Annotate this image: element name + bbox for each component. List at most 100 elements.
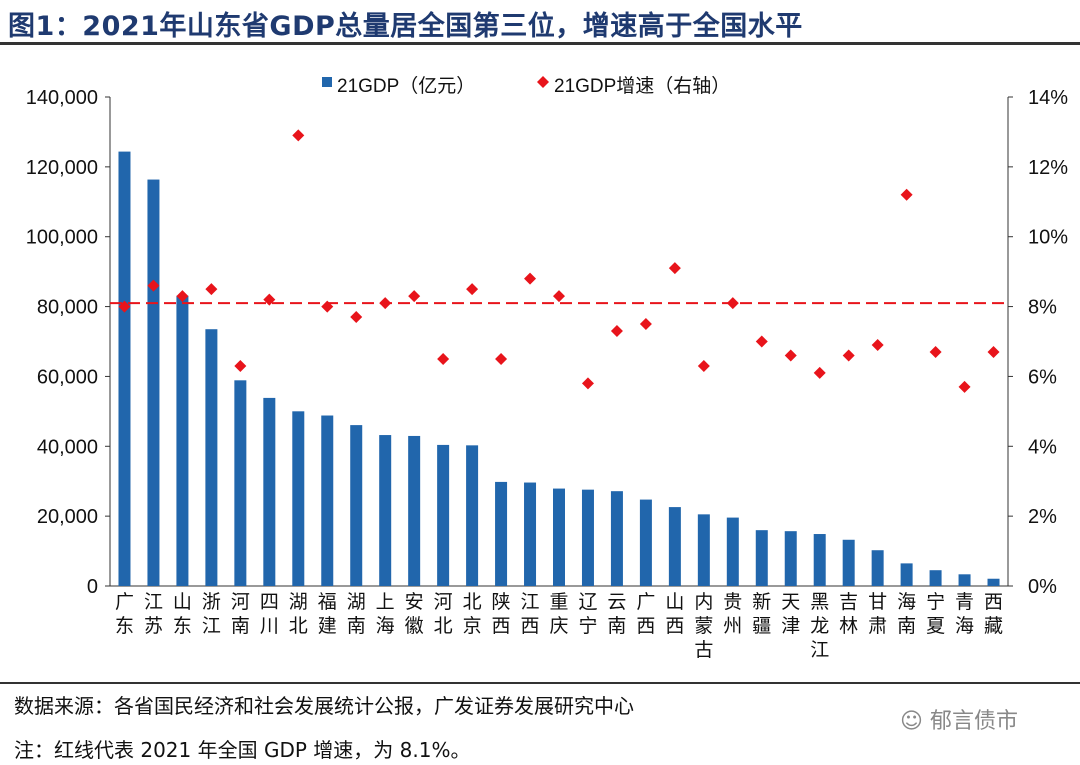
growth-point-黑龙江: [813, 366, 826, 379]
category-label: 贵州: [723, 591, 742, 637]
category-label: 吉林: [839, 591, 858, 637]
bar-山东: [176, 295, 189, 586]
category-label: 新疆: [752, 591, 771, 637]
bar-贵州: [726, 517, 739, 586]
bar-四川: [263, 397, 276, 586]
growth-point-内蒙古: [697, 359, 710, 372]
category-label: 湖北: [289, 591, 308, 637]
category-label: 北京: [463, 591, 482, 637]
bar-内蒙古: [697, 514, 710, 586]
bar-江苏: [147, 179, 160, 586]
growth-point-吉林: [842, 349, 855, 362]
bar-重庆: [553, 488, 565, 586]
category-label: 西藏: [984, 591, 1003, 637]
growth-point-重庆: [553, 290, 565, 303]
right-tick-label: 2%: [1028, 506, 1057, 528]
category-label: 广东: [115, 591, 134, 637]
category-label: 青海: [955, 591, 974, 637]
category-label: 辽宁: [578, 591, 597, 637]
bar-广东: [118, 151, 131, 586]
bar-陕西: [495, 481, 508, 586]
bar-黑龙江: [813, 534, 826, 586]
bar-浙江: [205, 329, 218, 586]
bar-湖北: [292, 411, 305, 586]
left-tick-label: 140,000: [26, 87, 98, 109]
bar-河南: [234, 380, 247, 586]
source-note: 数据来源：各省国民经济和社会发展统计公报，广发证券发展研究中心: [14, 694, 634, 718]
growth-point-广东: [118, 300, 131, 313]
bar-北京: [466, 445, 479, 586]
bar-辽宁: [581, 489, 594, 586]
bar-海南: [900, 563, 913, 586]
growth-point-浙江: [205, 283, 218, 296]
chart-title: 图1：2021年山东省GDP总量居全国第三位，增速高于全国水平: [8, 11, 803, 42]
growth-point-陕西: [495, 352, 508, 365]
bar-河北: [437, 444, 450, 586]
bar-天津: [784, 531, 797, 586]
bar-上海: [379, 435, 392, 586]
category-label: 四川: [260, 591, 279, 637]
category-label: 重庆: [549, 591, 568, 637]
growth-point-江苏: [147, 279, 160, 292]
growth-point-青海: [958, 380, 971, 393]
right-tick-label: 0%: [1028, 576, 1057, 598]
growth-point-山西: [668, 262, 681, 275]
category-label: 江西: [521, 591, 540, 637]
bar-山西: [668, 507, 681, 586]
watermark-text: 郁言债市: [929, 709, 1018, 734]
left-tick-label: 60,000: [37, 366, 98, 388]
category-label: 宁夏: [926, 591, 945, 637]
growth-point-湖北: [292, 129, 305, 142]
growth-point-上海: [379, 297, 392, 310]
bar-江西: [524, 482, 537, 586]
legend-point-swatch: [537, 76, 549, 88]
growth-point-海南: [900, 188, 913, 201]
watermark: ☺ 郁言债市: [900, 703, 1018, 735]
bar-新疆: [755, 530, 768, 586]
right-tick-label: 4%: [1028, 436, 1057, 458]
growth-point-广西: [639, 318, 652, 331]
category-label: 广西: [636, 591, 655, 637]
right-tick-label: 8%: [1028, 297, 1057, 319]
growth-point-山东: [176, 290, 189, 303]
bar-安徽: [408, 435, 421, 586]
growth-point-江西: [524, 272, 537, 285]
growth-point-河南: [234, 359, 247, 372]
left-tick-label: 120,000: [26, 157, 98, 179]
growth-point-天津: [784, 349, 797, 362]
category-label: 湖南: [347, 591, 366, 637]
left-tick-label: 40,000: [37, 436, 98, 458]
left-tick-label: 20,000: [37, 506, 98, 528]
bar-甘肃: [871, 550, 884, 586]
growth-point-河北: [437, 352, 450, 365]
left-tick-label: 0: [87, 576, 98, 598]
growth-point-北京: [466, 283, 479, 296]
left-tick-label: 100,000: [26, 227, 98, 249]
growth-point-贵州: [726, 297, 739, 310]
category-label: 河南: [231, 591, 250, 637]
category-label: 山西: [665, 591, 684, 637]
growth-point-甘肃: [871, 338, 884, 351]
category-label: 山东: [173, 591, 192, 637]
category-label: 江苏: [144, 591, 163, 637]
bar-西藏: [987, 578, 1000, 586]
bar-青海: [958, 574, 971, 586]
category-label: 河北: [434, 591, 453, 637]
category-label: 云南: [607, 591, 626, 637]
bar-湖南: [350, 425, 363, 586]
category-label: 海南: [897, 591, 916, 637]
wechat-icon: ☺: [900, 709, 923, 734]
right-tick-label: 10%: [1028, 227, 1068, 249]
category-label: 黑龙江: [810, 591, 829, 661]
category-label: 内蒙古: [694, 591, 713, 661]
growth-point-安徽: [408, 290, 421, 303]
growth-point-新疆: [755, 335, 768, 348]
legend-bar-swatch: [322, 77, 332, 87]
bar-广西: [639, 499, 652, 586]
right-tick-label: 14%: [1028, 87, 1068, 109]
growth-point-宁夏: [929, 345, 942, 358]
category-label: 福建: [318, 591, 337, 637]
category-label: 安徽: [405, 591, 424, 637]
bar-吉林: [842, 539, 855, 586]
category-label: 天津: [781, 591, 800, 637]
